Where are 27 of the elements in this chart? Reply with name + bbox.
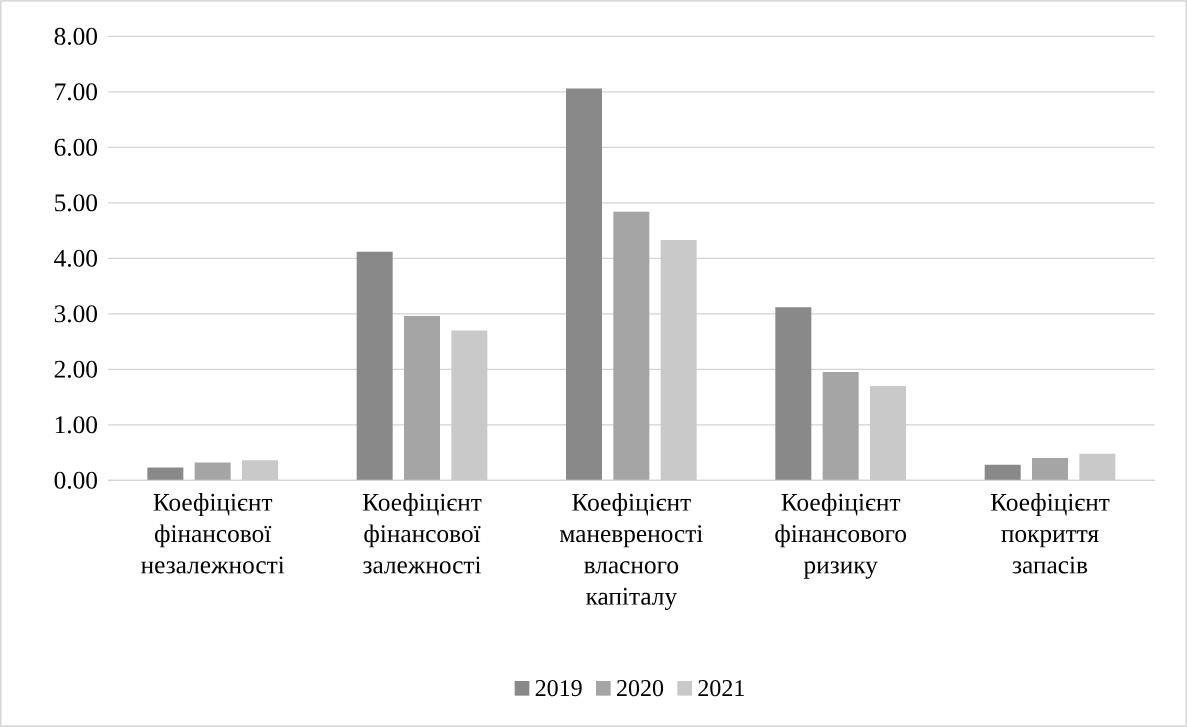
y-tick-label: 0.00 — [54, 471, 97, 489]
x-tick-label: Коефіцієнт маневреності власного капіталу — [559, 493, 703, 611]
legend-label: 2019 — [535, 680, 582, 697]
y-tick-label: 4.00 — [54, 249, 97, 267]
x-tick-label: Коефіцієнт покриття запасів — [990, 493, 1110, 574]
y-tick-label: 5.00 — [55, 194, 97, 212]
bar — [404, 316, 441, 481]
y-tick-label: 7.00 — [55, 83, 97, 101]
bar — [775, 307, 812, 481]
x-tick-label: Коефіцієнт фінансової залежності — [362, 493, 482, 574]
bar — [613, 211, 650, 481]
y-tick-label: 3.00 — [54, 305, 97, 323]
y-tick-label: 2.00 — [54, 360, 97, 378]
bar — [194, 462, 231, 481]
legend-label: 2020 — [617, 680, 664, 697]
bar — [356, 251, 393, 481]
y-tick-label: 8.00 — [54, 27, 97, 45]
y-tick-label: 1.00 — [55, 416, 97, 434]
bar — [984, 464, 1021, 481]
legend-label: 2021 — [698, 680, 744, 697]
bar — [1032, 458, 1069, 481]
bar — [566, 88, 603, 481]
x-tick-label: Коефіцієнт фінансової незалежності — [141, 493, 285, 574]
bar — [822, 372, 859, 481]
x-tick-label: Коефіцієнт фінансового ризику — [775, 493, 907, 579]
y-tick-label: 6.00 — [54, 138, 97, 156]
bar — [147, 467, 184, 481]
